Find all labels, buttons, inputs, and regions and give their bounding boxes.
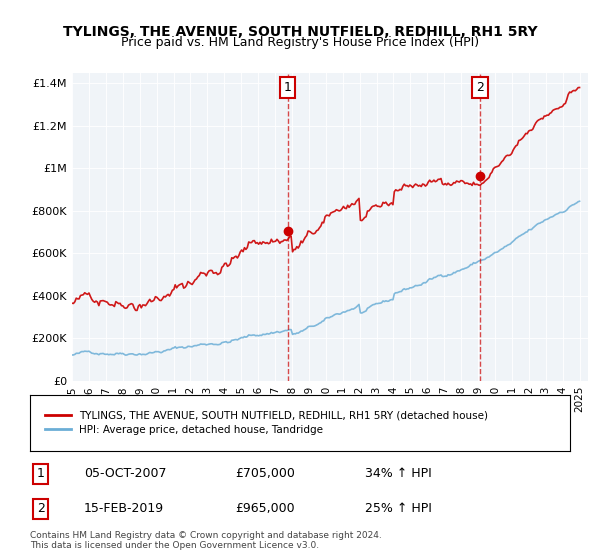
Text: 1: 1: [284, 81, 292, 94]
Text: £965,000: £965,000: [235, 502, 295, 515]
Text: 1: 1: [37, 468, 45, 480]
Text: 25% ↑ HPI: 25% ↑ HPI: [365, 502, 431, 515]
Text: £705,000: £705,000: [235, 468, 295, 480]
Text: Price paid vs. HM Land Registry's House Price Index (HPI): Price paid vs. HM Land Registry's House …: [121, 36, 479, 49]
Text: 15-FEB-2019: 15-FEB-2019: [84, 502, 164, 515]
Text: TYLINGS, THE AVENUE, SOUTH NUTFIELD, REDHILL, RH1 5RY: TYLINGS, THE AVENUE, SOUTH NUTFIELD, RED…: [62, 25, 538, 39]
Text: 2: 2: [476, 81, 484, 94]
Text: 34% ↑ HPI: 34% ↑ HPI: [365, 468, 431, 480]
Text: 2: 2: [37, 502, 45, 515]
Legend: TYLINGS, THE AVENUE, SOUTH NUTFIELD, REDHILL, RH1 5RY (detached house), HPI: Ave: TYLINGS, THE AVENUE, SOUTH NUTFIELD, RED…: [41, 407, 493, 439]
Text: 05-OCT-2007: 05-OCT-2007: [84, 468, 167, 480]
Text: Contains HM Land Registry data © Crown copyright and database right 2024.
This d: Contains HM Land Registry data © Crown c…: [30, 531, 382, 550]
